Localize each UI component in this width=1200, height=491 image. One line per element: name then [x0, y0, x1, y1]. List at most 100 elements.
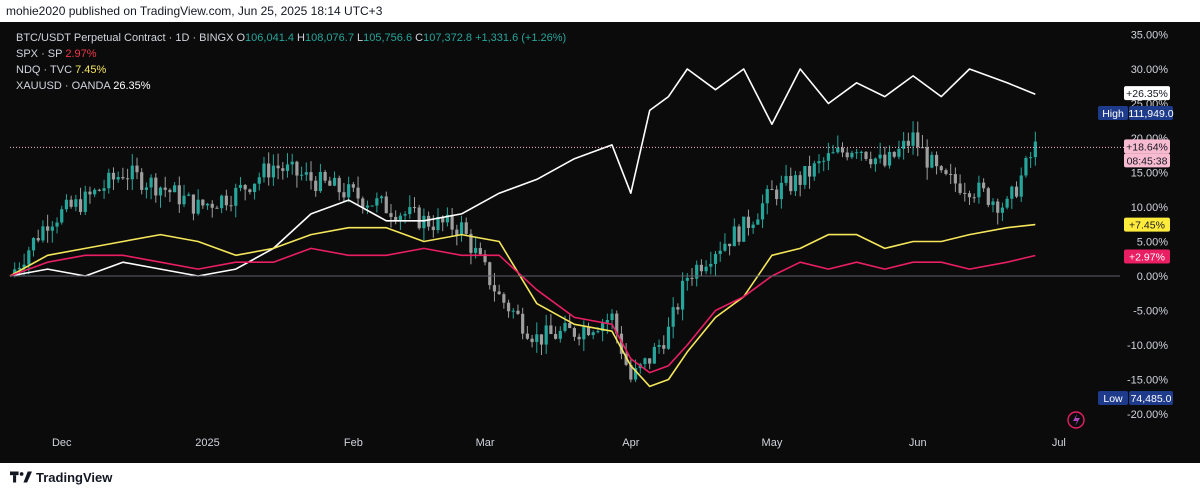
y-tick-label: 30.00%	[1131, 64, 1169, 76]
btc-candle	[187, 192, 191, 197]
candle-body	[718, 250, 722, 254]
low-value: 105,756.6	[363, 32, 413, 44]
candle-body	[314, 180, 318, 192]
candle-body	[497, 291, 501, 295]
btc-candle	[906, 132, 910, 153]
ndq-value: 7.45%	[75, 64, 107, 76]
btc-candle	[88, 186, 92, 204]
btc-candle	[624, 343, 628, 367]
candle-body	[535, 334, 539, 343]
candle-body	[582, 327, 586, 340]
btc-candle	[464, 217, 468, 235]
spx-badge-text: +2.97%	[1129, 252, 1165, 264]
candle-body	[168, 189, 172, 193]
chart-area[interactable]: 35.00%30.00%25.00%20.00%15.00%10.00%5.00…	[0, 22, 1200, 463]
candle-body	[300, 174, 304, 176]
btc-candle	[210, 200, 214, 218]
btc-badge-text: +18.64%	[1126, 141, 1168, 153]
candle-body	[384, 196, 388, 214]
btc-candle	[121, 167, 125, 180]
btc-candle	[953, 167, 957, 192]
btc-candle	[911, 121, 915, 155]
candle-body	[746, 216, 751, 228]
btc-candle	[191, 194, 196, 221]
candle-body	[878, 154, 882, 159]
btc-candle	[427, 211, 431, 231]
candle-body	[568, 323, 572, 329]
btc-candle	[996, 198, 1000, 225]
btc-candle	[31, 237, 36, 257]
btc-candle	[746, 209, 751, 236]
candle-body	[356, 187, 360, 199]
candle-body	[737, 226, 741, 242]
btc-candle	[337, 175, 341, 201]
btc-candle	[967, 190, 972, 205]
candle-body	[662, 345, 666, 349]
btc-candle	[789, 167, 793, 195]
candle-body	[398, 215, 402, 221]
btc-candle	[149, 174, 153, 200]
candle-body	[492, 285, 497, 292]
btc-candle	[723, 233, 727, 252]
btc-candle	[69, 195, 73, 209]
candle-body	[309, 172, 313, 181]
btc-candle	[765, 185, 769, 215]
btc-candle	[412, 197, 417, 213]
candle-body	[234, 187, 238, 206]
ndq-badge: +7.45%	[1124, 217, 1170, 232]
close-value: 107,372.8	[423, 32, 473, 44]
ndq-badge-bg	[1124, 217, 1170, 232]
candle-body	[699, 264, 703, 272]
btc-candle	[36, 229, 40, 243]
btc-candle	[220, 194, 224, 214]
x-tick-label: Jul	[1052, 437, 1066, 449]
candle-body	[723, 243, 727, 251]
legend-xau[interactable]: XAUUSD · OANDA 26.35%	[16, 78, 566, 94]
candle-body	[840, 147, 845, 153]
btc-candle	[887, 145, 892, 169]
candle-body	[93, 189, 97, 195]
btc-candle	[991, 198, 995, 213]
btc-candle	[1024, 155, 1028, 178]
btc-candle	[1019, 167, 1023, 202]
btc-candle	[718, 241, 722, 262]
candle-body	[50, 226, 54, 231]
candle-body	[41, 226, 45, 241]
btc-candle	[558, 326, 562, 343]
candle-body	[1014, 186, 1019, 197]
candle-body	[97, 189, 101, 191]
candle-body	[516, 310, 520, 314]
candle-body	[154, 177, 158, 196]
candle-body	[370, 205, 374, 207]
candle-body	[803, 166, 807, 185]
btc-candle	[535, 322, 539, 353]
tradingview-footer: TradingView	[0, 463, 1200, 491]
candle-body	[403, 214, 407, 216]
btc-candle	[615, 310, 619, 344]
candle-body	[173, 185, 177, 193]
candle-body	[205, 203, 210, 206]
legend-main[interactable]: BTC/USDT Perpetual Contract · 1D · BINGX…	[16, 30, 566, 46]
spx-line	[9, 247, 1036, 374]
btc-candle	[201, 199, 205, 209]
candle-body	[262, 163, 266, 178]
candle-body	[478, 247, 482, 255]
btc-candle	[883, 146, 887, 168]
candle-body	[671, 307, 675, 327]
candle-body	[135, 165, 139, 173]
x-tick-label: May	[762, 437, 783, 449]
btc-candle	[1014, 181, 1019, 199]
high-marker-tag	[1098, 106, 1128, 120]
legend-spx[interactable]: SPX · SP 2.97%	[16, 46, 566, 62]
btc-candle	[676, 303, 680, 315]
candle-body	[521, 313, 525, 334]
btc-candle	[836, 135, 840, 154]
candle-body	[982, 182, 986, 189]
legend-ndq[interactable]: NDQ · TVC 7.45%	[16, 62, 566, 78]
candle-body	[107, 172, 111, 189]
candle-body	[36, 238, 40, 241]
high-value: 108,076.7	[305, 32, 354, 44]
btc-candle	[949, 163, 953, 185]
candle-body	[916, 132, 920, 148]
candle-body	[427, 215, 431, 227]
